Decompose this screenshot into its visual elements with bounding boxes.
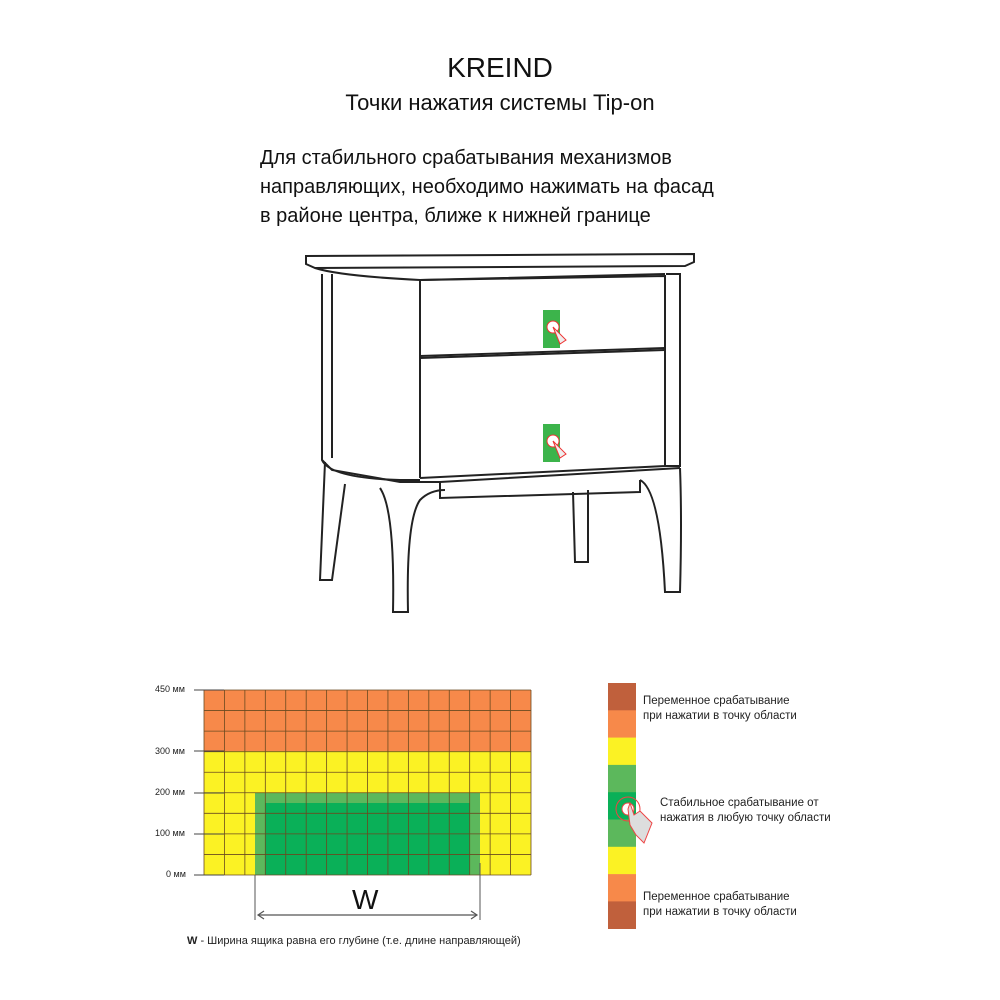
instruction-line: в районе центра, ближе к нижней границе (260, 205, 651, 227)
tick-450: 450 мм (155, 684, 185, 694)
legend-segment (608, 737, 636, 766)
hand-icon (627, 801, 653, 844)
legend-bar (608, 683, 653, 929)
legend-segment (608, 683, 636, 711)
instruction-line: Для стабильного срабатывания механизмов (260, 147, 672, 169)
legend-line: нажатия в любую точку области (660, 812, 831, 824)
tick-0: 0 мм (166, 869, 186, 879)
note-text: - Ширина ящика равна его глубине (т.е. д… (197, 935, 521, 947)
legend-line: Переменное срабатывание (643, 695, 790, 707)
legend-stable: Стабильное срабатывание от нажатия в люб… (660, 796, 831, 826)
instruction-text: Для стабильного срабатывания механизмов … (260, 144, 714, 231)
legend-line: Стабильное срабатывание от (660, 797, 819, 809)
tick-100: 100 мм (155, 828, 185, 838)
tick-200: 200 мм (155, 787, 185, 797)
instruction-line: направляющих, необходимо нажимать на фас… (260, 176, 714, 198)
note-bold: W (187, 935, 198, 947)
press-point-top (543, 310, 567, 348)
page-subtitle: Точки нажатия системы Tip-on (345, 90, 655, 115)
zone-grid (194, 689, 532, 920)
tick-300: 300 мм (155, 746, 185, 756)
arrow-heads (256, 910, 479, 920)
legend-line: Переменное срабатывание (643, 891, 790, 903)
legend-segment (608, 846, 636, 875)
legend-segment (608, 874, 636, 902)
nightstand-illustration (305, 252, 695, 613)
width-note: W - Ширина ящика равна его глубине (т.е.… (187, 935, 521, 947)
legend-variable-top: Переменное срабатывание при нажатии в то… (643, 694, 797, 724)
legend-segment (608, 764, 636, 793)
legend-variable-bottom: Переменное срабатывание при нажатии в то… (643, 890, 797, 920)
legend-segment (608, 710, 636, 738)
legend-segment (608, 901, 636, 929)
brand-title: KREIND (447, 52, 553, 83)
press-point-bottom (543, 424, 567, 462)
hand-press-icon (615, 796, 641, 822)
legend-line: при нажатии в точку области (643, 906, 797, 918)
legend-line: при нажатии в точку области (643, 710, 797, 722)
width-label: W (352, 884, 379, 915)
